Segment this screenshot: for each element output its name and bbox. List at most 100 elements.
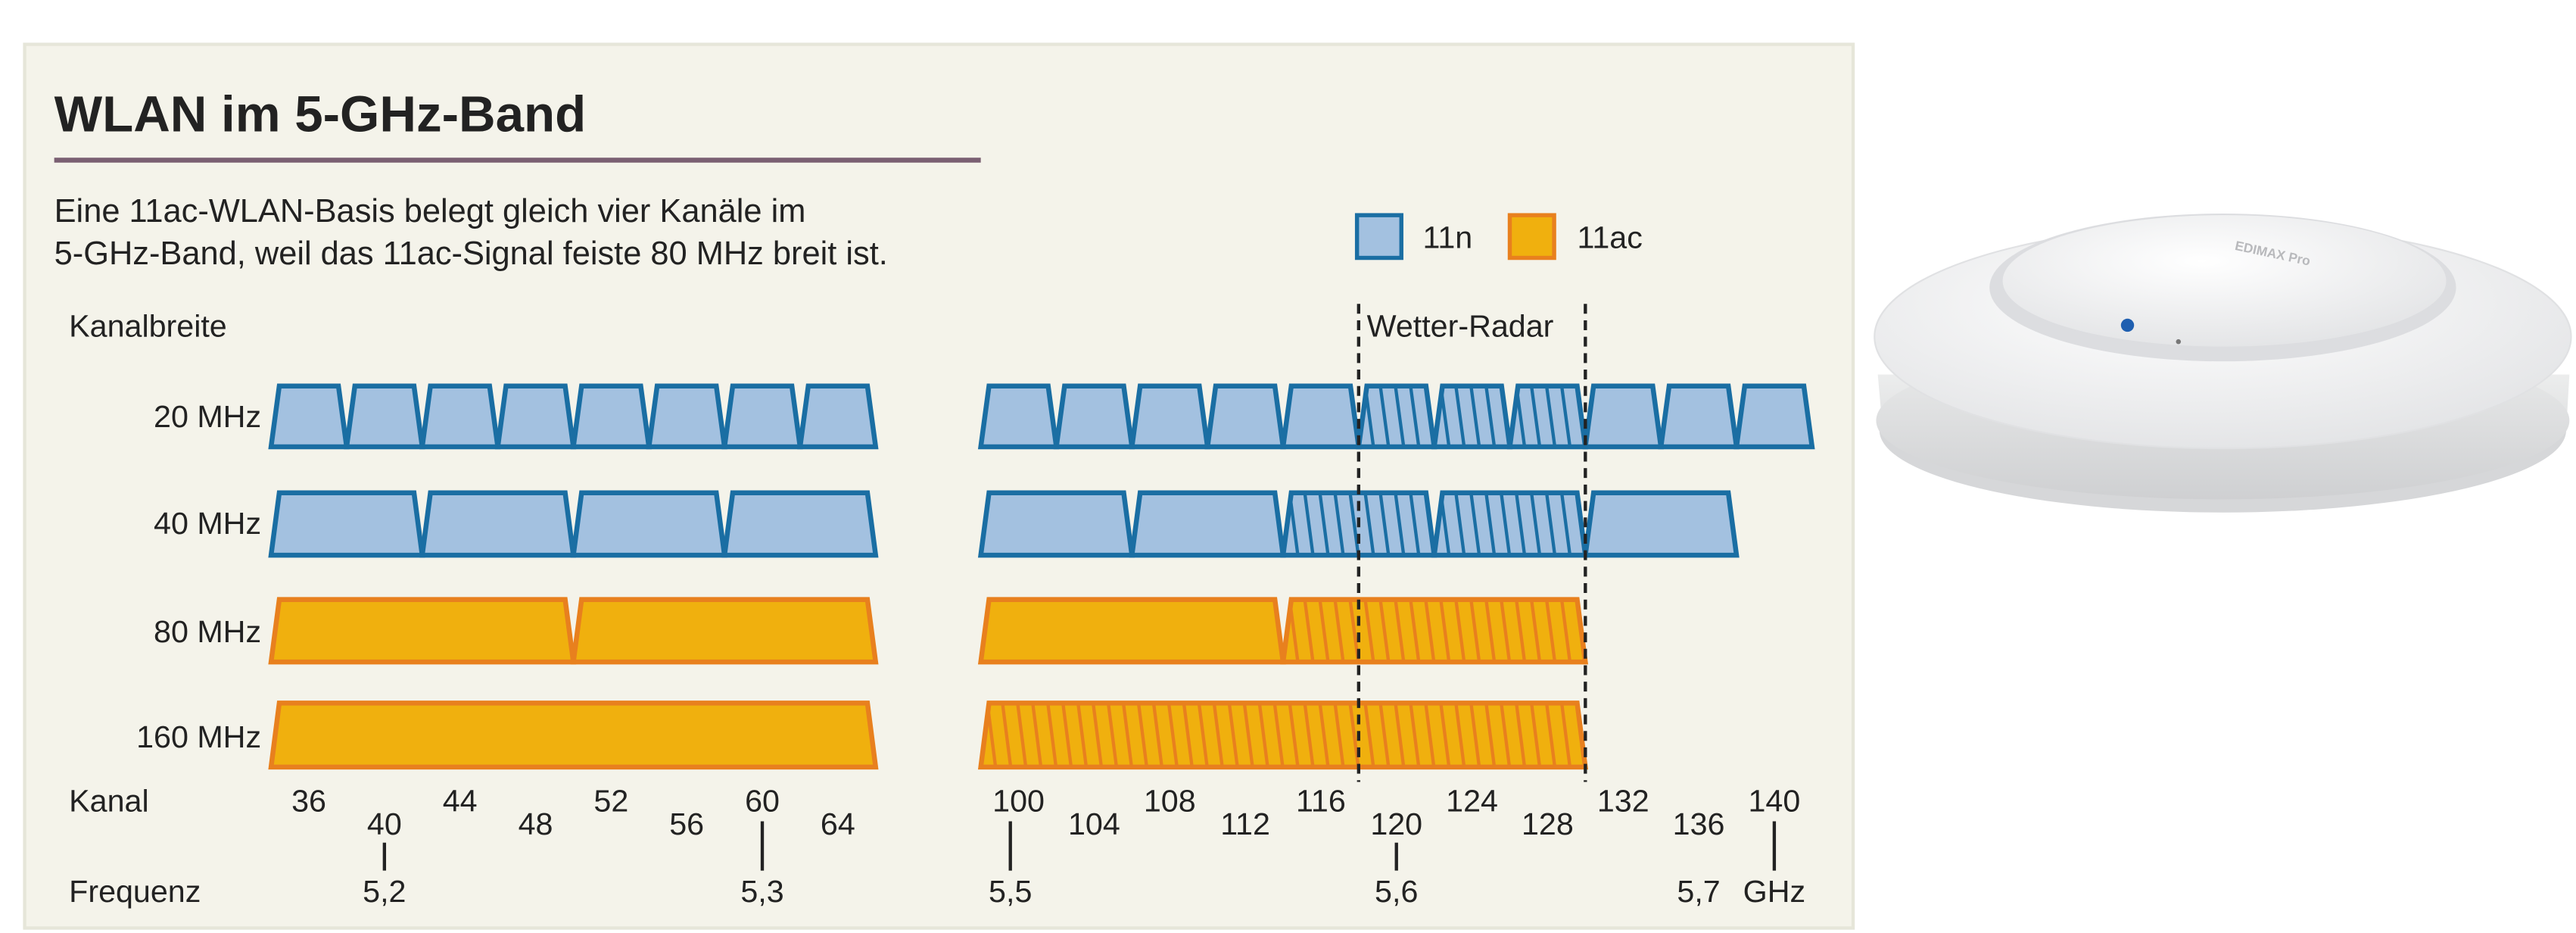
channel-block-shape: [1056, 385, 1132, 447]
channel-label: 64: [821, 807, 855, 841]
channel-block-shape: [271, 385, 347, 447]
channel-block-11n-64: [797, 383, 879, 450]
subtitle-line-1: Eine 11ac-WLAN-Basis belegt gleich vier …: [55, 193, 806, 229]
channel-block-shape: [422, 385, 498, 447]
channel-label: 116: [1296, 784, 1346, 819]
title-rule: [54, 158, 981, 163]
channel-label: 112: [1220, 807, 1270, 841]
channel-label: 36: [291, 784, 326, 819]
channel-block-11n-44: [419, 383, 501, 450]
channel-block-shape: [422, 492, 574, 556]
channel-block-11n-108: [1129, 383, 1210, 450]
channel-block-11n-124-128: [1431, 490, 1589, 558]
channel-label: 140: [1749, 784, 1801, 819]
channel-block-shape: [573, 385, 649, 447]
channel-label: 52: [593, 784, 628, 819]
channel-block-11ac-100-112: [977, 597, 1286, 665]
channel-axis-label: Kanal: [69, 784, 148, 819]
channel-block-11ac-116-128: [1280, 597, 1589, 665]
hatch-pattern: [986, 703, 1586, 767]
channel-label: 48: [519, 807, 553, 841]
channel-block-11n-128: [1506, 383, 1589, 450]
channel-block-11n-100: [977, 383, 1060, 450]
channel-block-11n-48: [494, 383, 577, 450]
channel-block-11n-108-112: [1129, 490, 1286, 558]
channel-block-11n-116: [1280, 383, 1362, 450]
channel-block-11n-52-56: [570, 490, 727, 558]
row-label-20: 20 MHz: [154, 399, 261, 434]
legend-label-11n: 11n: [1422, 220, 1472, 255]
legend-label-11ac: 11ac: [1577, 220, 1642, 255]
channel-width-label: Kanalbreite: [69, 309, 227, 344]
channel-block-shape: [346, 385, 422, 447]
channel-label: 60: [745, 784, 780, 819]
status-led: [2120, 318, 2135, 332]
channel-label: 100: [992, 784, 1045, 819]
channel-block-shape: [271, 599, 574, 663]
channel-block-shape: [1207, 385, 1283, 447]
channel-block-shape: [1132, 385, 1208, 447]
channel-block-11n-44-48: [419, 490, 577, 558]
channel-block-11ac-100-128: [977, 701, 1589, 770]
subtitle-line-2: 5-GHz-Band, weil das 11ac-Signal feiste …: [55, 236, 888, 272]
frequency-label: GHz: [1743, 874, 1805, 909]
channel-block-11n-52: [570, 383, 652, 450]
channel-block-11n-36-40: [268, 490, 425, 558]
channel-block-shape: [271, 703, 876, 767]
channel-block-shape: [1736, 385, 1812, 447]
channel-block-shape: [497, 385, 574, 447]
row-label-80: 80 MHz: [154, 614, 261, 649]
channel-block-11n-40: [344, 383, 425, 450]
radar-label: Wetter-Radar: [1367, 309, 1554, 344]
channel-block-11n-60: [721, 383, 803, 450]
channel-block-11n-132-136: [1582, 490, 1740, 558]
channel-label: 44: [443, 784, 478, 819]
channel-block-shape: [980, 599, 1283, 663]
channel-block-shape: [1282, 599, 1586, 663]
frequency-label: 5,5: [989, 874, 1032, 909]
channel-block-11n-136: [1658, 383, 1740, 450]
channel-block-11n-36: [268, 383, 350, 450]
legend-swatch-11ac: [1507, 213, 1556, 261]
frequency-label: 5,7: [1677, 874, 1720, 909]
channel-label: 104: [1068, 807, 1120, 841]
channel-block-shape: [1585, 385, 1662, 447]
channel-block-11n-116-120: [1280, 490, 1438, 558]
page-title: WLAN im 5-GHz-Band: [55, 86, 587, 143]
channel-block-shape: [1585, 492, 1737, 556]
channel-block-shape: [271, 492, 422, 556]
channel-label: 56: [669, 807, 704, 841]
channel-block-11n-132: [1582, 383, 1664, 450]
row-label-160: 160 MHz: [136, 719, 261, 754]
channel-block-shape: [980, 703, 1586, 767]
channel-block-11n-124: [1431, 383, 1513, 450]
channel-block-shape: [573, 492, 725, 556]
channel-block-11n-140: [1733, 383, 1815, 450]
channel-block-shape: [1132, 492, 1283, 556]
frequency-label: 5,2: [363, 874, 406, 909]
channel-block-11ac-36-64: [268, 701, 879, 770]
channel-block-11n-56: [646, 383, 727, 450]
access-point-photo: EDIMAX Pro: [1874, 213, 2572, 513]
frequency-label: 5,6: [1375, 874, 1418, 909]
channel-label: 132: [1597, 784, 1649, 819]
channel-block-shape: [980, 492, 1132, 556]
channel-block-11n-112: [1204, 383, 1286, 450]
channel-block-shape: [1282, 385, 1359, 447]
channel-block-shape: [573, 599, 876, 663]
axis: 36 40 44 48 52 56 60 64 100 104 108 112 116 120 124 128…: [291, 784, 1805, 909]
channel-block-11n-100-104: [977, 490, 1135, 558]
channel-block-11ac-36-48: [268, 597, 577, 665]
channel-block-shape: [724, 385, 800, 447]
channel-block-11ac-52-64: [570, 597, 879, 665]
channel-block-shape: [724, 492, 876, 556]
hatch-pattern: [1515, 385, 1586, 447]
channel-label: 128: [1522, 807, 1574, 841]
channel-block-11n-60-64: [721, 490, 879, 558]
legend: 11n 11ac: [1354, 213, 1643, 261]
channel-block-11n-104: [1053, 383, 1135, 450]
channel-label: 108: [1144, 784, 1196, 819]
channel-block-shape: [649, 385, 725, 447]
channel-label: 124: [1446, 784, 1498, 819]
